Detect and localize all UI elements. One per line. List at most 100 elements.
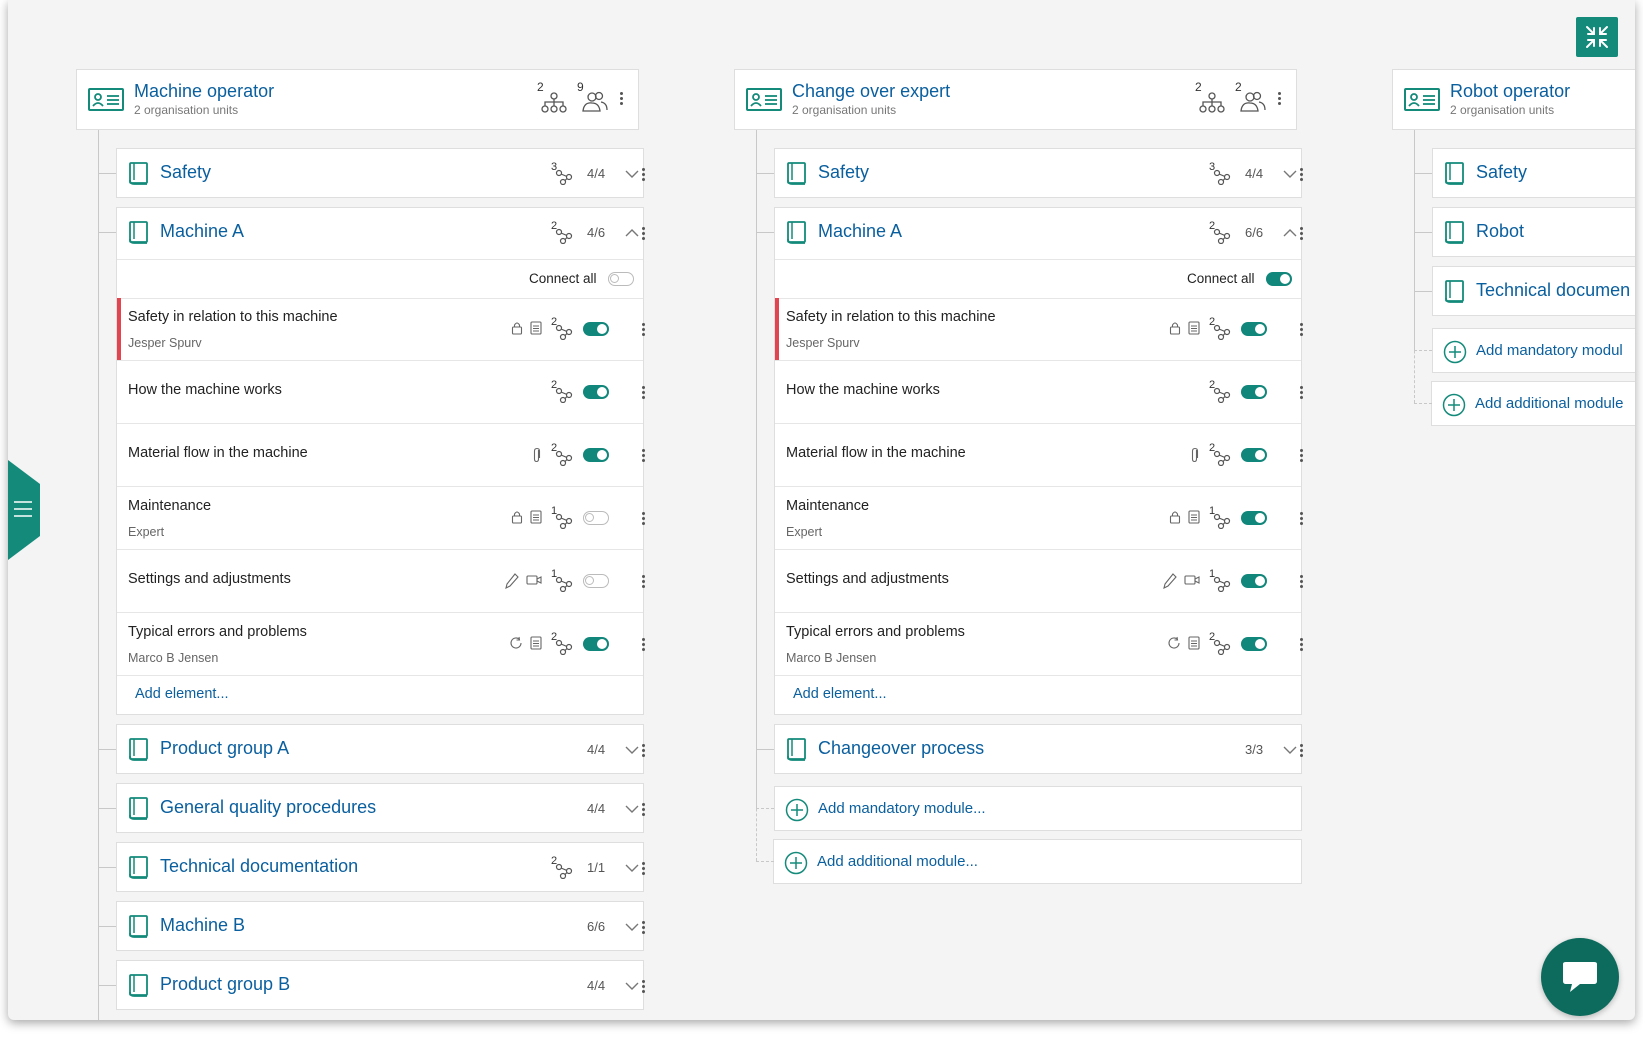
more-options-icon[interactable] — [635, 162, 651, 186]
module-header[interactable]: Machine A 2 6/6 — [775, 208, 1303, 258]
connect-all-toggle[interactable] — [608, 272, 634, 286]
element-toggle[interactable] — [1241, 574, 1267, 588]
element-row[interactable]: How the machine works 2 — [775, 361, 1303, 424]
element-toggle[interactable] — [583, 511, 609, 525]
element-toggle[interactable] — [583, 637, 609, 651]
module-card[interactable]: Machine A 2 6/6 Connect all Safety in relati… — [774, 207, 1303, 715]
more-options-icon[interactable] — [1293, 506, 1309, 530]
more-options-icon[interactable] — [1271, 86, 1287, 110]
more-options-icon[interactable] — [635, 380, 651, 404]
element-row[interactable]: Safety in relation to this machine Jesper… — [117, 298, 645, 361]
more-options-icon[interactable] — [635, 569, 651, 593]
more-options-icon[interactable] — [635, 632, 651, 656]
chevron-down-icon[interactable] — [1281, 165, 1299, 188]
element-row[interactable]: Material flow in the machine 2 — [117, 424, 645, 487]
element-row[interactable]: Settings and adjustments 1 — [117, 550, 645, 613]
module-header[interactable]: Changeover process 3/3 — [775, 725, 1303, 775]
more-options-icon[interactable] — [635, 797, 651, 821]
module-card[interactable]: Safety 3 4/4 — [116, 148, 645, 199]
element-toggle[interactable] — [583, 574, 609, 588]
module-header[interactable]: Technical documen — [1433, 267, 1635, 317]
element-row[interactable]: Material flow in the machine 2 — [775, 424, 1303, 487]
element-toggle[interactable] — [1241, 448, 1267, 462]
more-options-icon[interactable] — [635, 221, 651, 245]
module-card[interactable]: Product group B 4/4 — [116, 960, 645, 1011]
add-element-link[interactable]: Add element... — [135, 686, 229, 702]
chevron-down-icon[interactable] — [623, 977, 641, 1000]
more-options-icon[interactable] — [1293, 632, 1309, 656]
module-card[interactable]: Safety — [1432, 148, 1635, 198]
more-options-icon[interactable] — [635, 506, 651, 530]
add-mandatory-module-button[interactable]: Add mandatory modul — [1432, 328, 1635, 373]
more-options-icon[interactable] — [635, 317, 651, 341]
element-row[interactable]: Maintenance Expert 1 — [775, 487, 1303, 550]
module-header[interactable]: Robot — [1433, 208, 1635, 258]
module-header[interactable]: Safety 3 4/4 — [117, 149, 645, 199]
module-card[interactable]: Safety 3 4/4 — [774, 148, 1303, 199]
module-header[interactable]: Machine B 6/6 — [117, 902, 645, 952]
more-options-icon[interactable] — [1293, 443, 1309, 467]
chat-button[interactable] — [1541, 938, 1619, 1016]
chevron-up-icon[interactable] — [623, 224, 641, 247]
module-card[interactable]: Technical documentation 2 1/1 — [116, 842, 645, 893]
more-options-icon[interactable] — [1293, 162, 1309, 186]
more-options-icon[interactable] — [613, 86, 629, 110]
role-card[interactable]: Change over expert 2 organisation units 2 2 — [734, 69, 1297, 130]
element-row[interactable]: Settings and adjustments 1 — [775, 550, 1303, 613]
more-options-icon[interactable] — [635, 915, 651, 939]
module-card[interactable]: Technical documen — [1432, 266, 1635, 316]
element-toggle[interactable] — [583, 448, 609, 462]
chevron-down-icon[interactable] — [623, 918, 641, 941]
add-additional-module-button[interactable]: Add additional module — [1431, 381, 1635, 426]
module-header[interactable]: General quality procedures 4/4 — [117, 784, 645, 834]
more-options-icon[interactable] — [1293, 569, 1309, 593]
module-header[interactable]: Machine A 2 4/6 — [117, 208, 645, 258]
tree-connector — [1414, 130, 1415, 350]
element-toggle[interactable] — [1241, 322, 1267, 336]
more-options-icon[interactable] — [635, 738, 651, 762]
element-toggle[interactable] — [1241, 385, 1267, 399]
chevron-up-icon[interactable] — [1281, 224, 1299, 247]
add-element-link[interactable]: Add element... — [793, 686, 887, 702]
chevron-down-icon[interactable] — [623, 165, 641, 188]
more-options-icon[interactable] — [1293, 317, 1309, 341]
module-header[interactable]: Safety 3 4/4 — [775, 149, 1303, 199]
more-options-icon[interactable] — [1293, 221, 1309, 245]
more-options-icon[interactable] — [635, 856, 651, 880]
more-options-icon[interactable] — [635, 974, 651, 998]
module-card[interactable]: General quality procedures 4/4 — [116, 783, 645, 834]
element-row[interactable]: Maintenance Expert 1 — [117, 487, 645, 550]
element-toggle[interactable] — [1241, 511, 1267, 525]
module-card[interactable]: Product group A 4/4 — [116, 724, 645, 775]
side-menu-tab[interactable] — [8, 460, 40, 560]
connect-all-toggle[interactable] — [1266, 272, 1292, 286]
chevron-down-icon[interactable] — [623, 859, 641, 882]
element-toggle[interactable] — [583, 322, 609, 336]
role-card[interactable]: Robot operator 2 organisation units — [1392, 69, 1635, 130]
role-card[interactable]: Machine operator 2 organisation units 2 9 — [76, 69, 639, 130]
module-card[interactable]: Robot — [1432, 207, 1635, 257]
add-additional-module-button[interactable]: Add additional module... — [773, 839, 1302, 884]
element-toggle[interactable] — [583, 385, 609, 399]
chevron-down-icon[interactable] — [623, 800, 641, 823]
module-header[interactable]: Product group B 4/4 — [117, 961, 645, 1011]
element-row[interactable]: Typical errors and problems Marco B Jense… — [117, 613, 645, 676]
more-options-icon[interactable] — [1293, 738, 1309, 762]
module-card[interactable]: Changeover process 3/3 — [774, 724, 1303, 775]
element-row[interactable]: Typical errors and problems Marco B Jense… — [775, 613, 1303, 676]
module-card[interactable]: Machine B 6/6 — [116, 901, 645, 952]
module-title: Robot — [1476, 221, 1525, 241]
module-card[interactable]: Machine A 2 4/6 Connect all Safety in relati… — [116, 207, 645, 715]
add-mandatory-module-button[interactable]: Add mandatory module... — [774, 786, 1302, 831]
module-header[interactable]: Safety — [1433, 149, 1635, 199]
element-toggle[interactable] — [1241, 637, 1267, 651]
chevron-down-icon[interactable] — [623, 741, 641, 764]
element-row[interactable]: Safety in relation to this machine Jesper… — [775, 298, 1303, 361]
module-header[interactable]: Product group A 4/4 — [117, 725, 645, 775]
chevron-down-icon[interactable] — [1281, 741, 1299, 764]
more-options-icon[interactable] — [635, 443, 651, 467]
more-options-icon[interactable] — [1293, 380, 1309, 404]
module-header[interactable]: Technical documentation 2 1/1 — [117, 843, 645, 893]
collapse-view-button[interactable] — [1576, 17, 1618, 57]
element-row[interactable]: How the machine works 2 — [117, 361, 645, 424]
